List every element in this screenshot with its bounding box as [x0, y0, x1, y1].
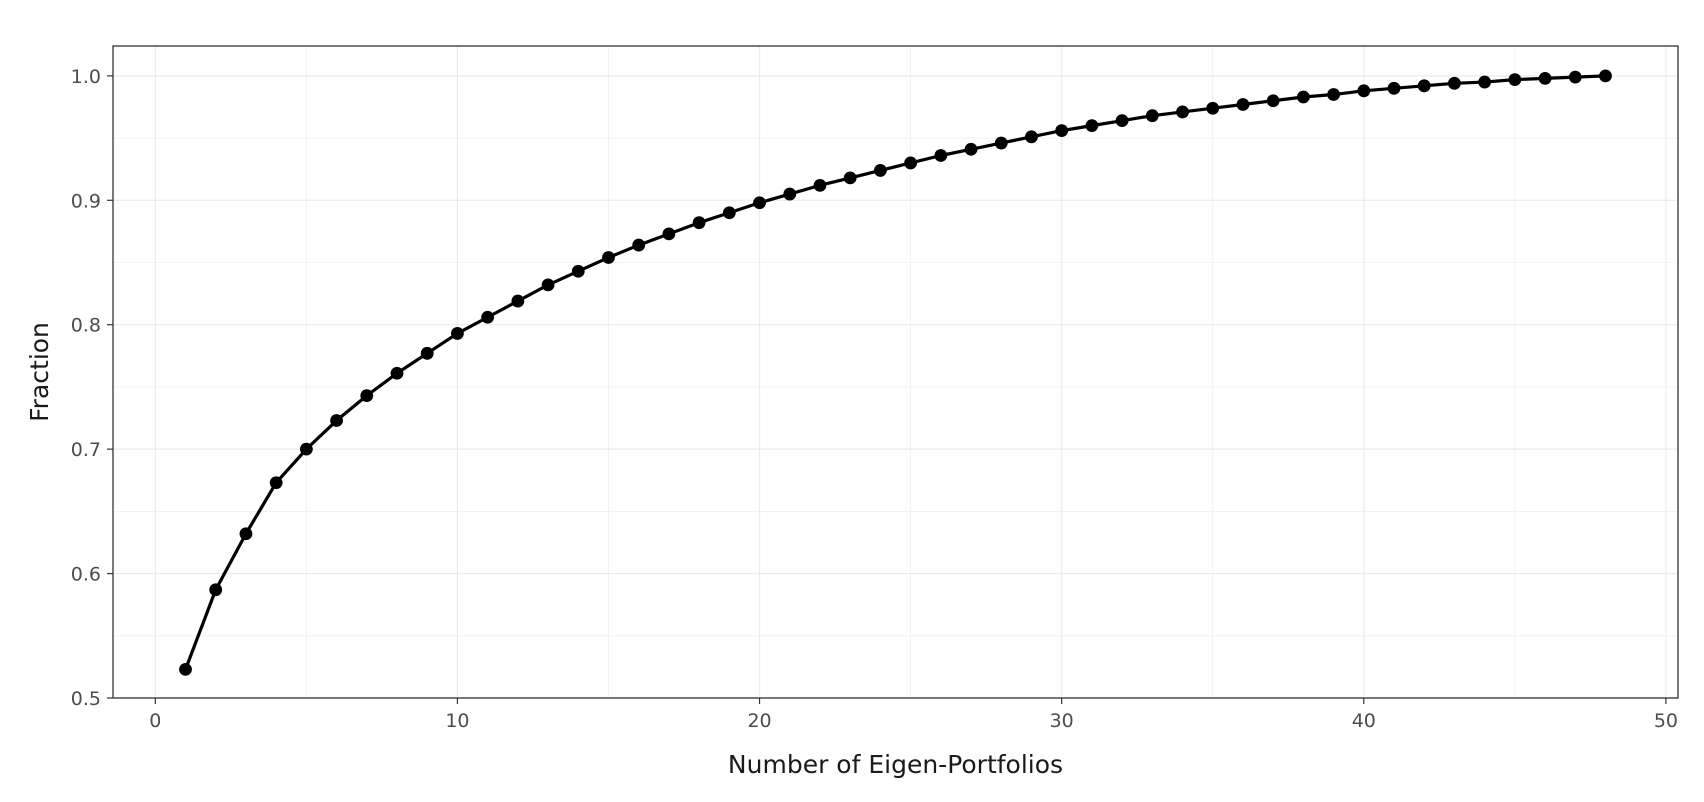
- data-point: [1236, 98, 1250, 111]
- data-point: [1025, 130, 1038, 144]
- data-point: [1538, 71, 1552, 85]
- data-point: [1296, 90, 1310, 104]
- x-tick-label: 0: [149, 710, 161, 732]
- y-tick-label: 0.8: [71, 315, 101, 337]
- y-tick-label: 0.5: [71, 688, 101, 710]
- grid-lines: [113, 46, 1678, 699]
- data-point: [783, 187, 797, 201]
- data-point: [964, 142, 978, 156]
- data-point: [1145, 109, 1159, 123]
- data-point: [1055, 124, 1069, 138]
- data-point: [813, 178, 827, 192]
- data-point: [1085, 119, 1099, 133]
- data-point: [1387, 81, 1401, 95]
- y-tick-label: 0.9: [71, 190, 101, 212]
- x-tick-label: 40: [1352, 710, 1376, 732]
- data-point: [1417, 79, 1431, 93]
- data-point: [934, 149, 948, 162]
- data-point: [994, 136, 1008, 150]
- data-point: [602, 251, 615, 264]
- series-layer: [179, 69, 1612, 676]
- x-axis-title: Number of Eigen-Portfolios: [728, 750, 1063, 779]
- data-point: [511, 294, 525, 308]
- data-point: [904, 156, 918, 170]
- data-point: [330, 414, 343, 427]
- x-tick-label: 20: [747, 710, 771, 732]
- data-point: [843, 171, 857, 185]
- panel-border: [112, 45, 1679, 699]
- data-point: [1115, 114, 1129, 128]
- data-point: [390, 366, 404, 380]
- data-point: [873, 164, 887, 177]
- y-tick-label: 0.7: [71, 439, 101, 461]
- data-point: [662, 227, 676, 241]
- data-point: [692, 216, 706, 230]
- data-point: [269, 476, 283, 490]
- data-point: [1176, 105, 1189, 119]
- y-axis-title: Fraction: [25, 322, 54, 422]
- data-point: [299, 442, 313, 456]
- x-tick-label: 50: [1654, 710, 1678, 732]
- x-tick-label: 30: [1050, 710, 1074, 732]
- y-tick-label: 1.0: [71, 66, 101, 88]
- data-point: [1206, 101, 1220, 115]
- data-point: [722, 206, 736, 220]
- data-point: [571, 264, 585, 278]
- data-point: [360, 389, 374, 403]
- data-point: [541, 278, 555, 292]
- data-point: [451, 327, 464, 340]
- data-point: [1478, 75, 1492, 89]
- data-point: [632, 238, 646, 252]
- data-point: [239, 527, 253, 541]
- data-point: [209, 583, 223, 597]
- data-point: [1357, 84, 1371, 98]
- data-point: [179, 662, 192, 676]
- data-point: [1266, 94, 1280, 108]
- data-point: [1508, 73, 1522, 86]
- y-tick-label: 0.6: [71, 564, 101, 586]
- data-point: [1568, 70, 1582, 84]
- data-point: [481, 310, 495, 324]
- data-point: [1448, 76, 1461, 90]
- y-axis: 0.5 0.6 0.7 0.8 0.9 1.0: [71, 66, 113, 710]
- x-axis: 0 10 20 30 40 50: [149, 698, 1678, 732]
- data-point: [1599, 69, 1612, 83]
- data-point: [420, 346, 434, 360]
- data-point: [753, 196, 766, 210]
- data-point: [1327, 88, 1340, 101]
- x-tick-label: 10: [445, 710, 469, 732]
